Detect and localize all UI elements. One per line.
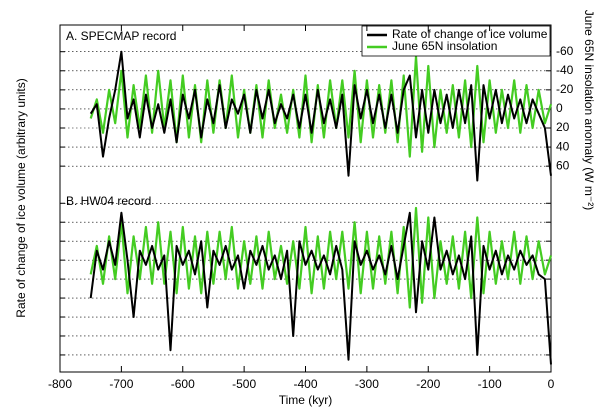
- y2-tick-label: -40: [556, 63, 574, 77]
- y2-tick-label: -20: [556, 82, 574, 96]
- x-tick-label: -200: [416, 377, 440, 391]
- legend-label: June 65N insolation: [392, 39, 497, 53]
- y2-tick-label: 0: [556, 101, 563, 115]
- y2-axis-title: June 65N insolation anomaly (W m⁻²): [582, 10, 596, 210]
- x-tick-label: -400: [293, 377, 317, 391]
- y-axis-title: Rate of change of ice volume (arbitrary …: [14, 78, 28, 317]
- x-tick-label: -700: [109, 377, 133, 391]
- y2-tick-label: 60: [556, 158, 570, 172]
- y2-tick-label: -60: [556, 44, 574, 58]
- x-tick-label: -100: [478, 377, 502, 391]
- x-tick-label: -800: [48, 377, 72, 391]
- data-line: [89, 211, 552, 365]
- y2-tick-label: 20: [556, 120, 570, 134]
- x-tick-label: -500: [232, 377, 256, 391]
- x-tick-label: -300: [355, 377, 379, 391]
- legend-box: [361, 25, 551, 57]
- y2-tick-label: 40: [556, 139, 570, 153]
- x-tick-label: 0: [548, 377, 555, 391]
- legend-label: Rate of change of ice volume: [392, 27, 548, 41]
- x-tick-label: -600: [171, 377, 195, 391]
- data-line: [89, 50, 552, 182]
- panel-title: B. HW04 record: [66, 194, 151, 208]
- panel-title: A. SPECMAP record: [66, 29, 176, 43]
- x-axis-title: Time (kyr): [279, 393, 333, 407]
